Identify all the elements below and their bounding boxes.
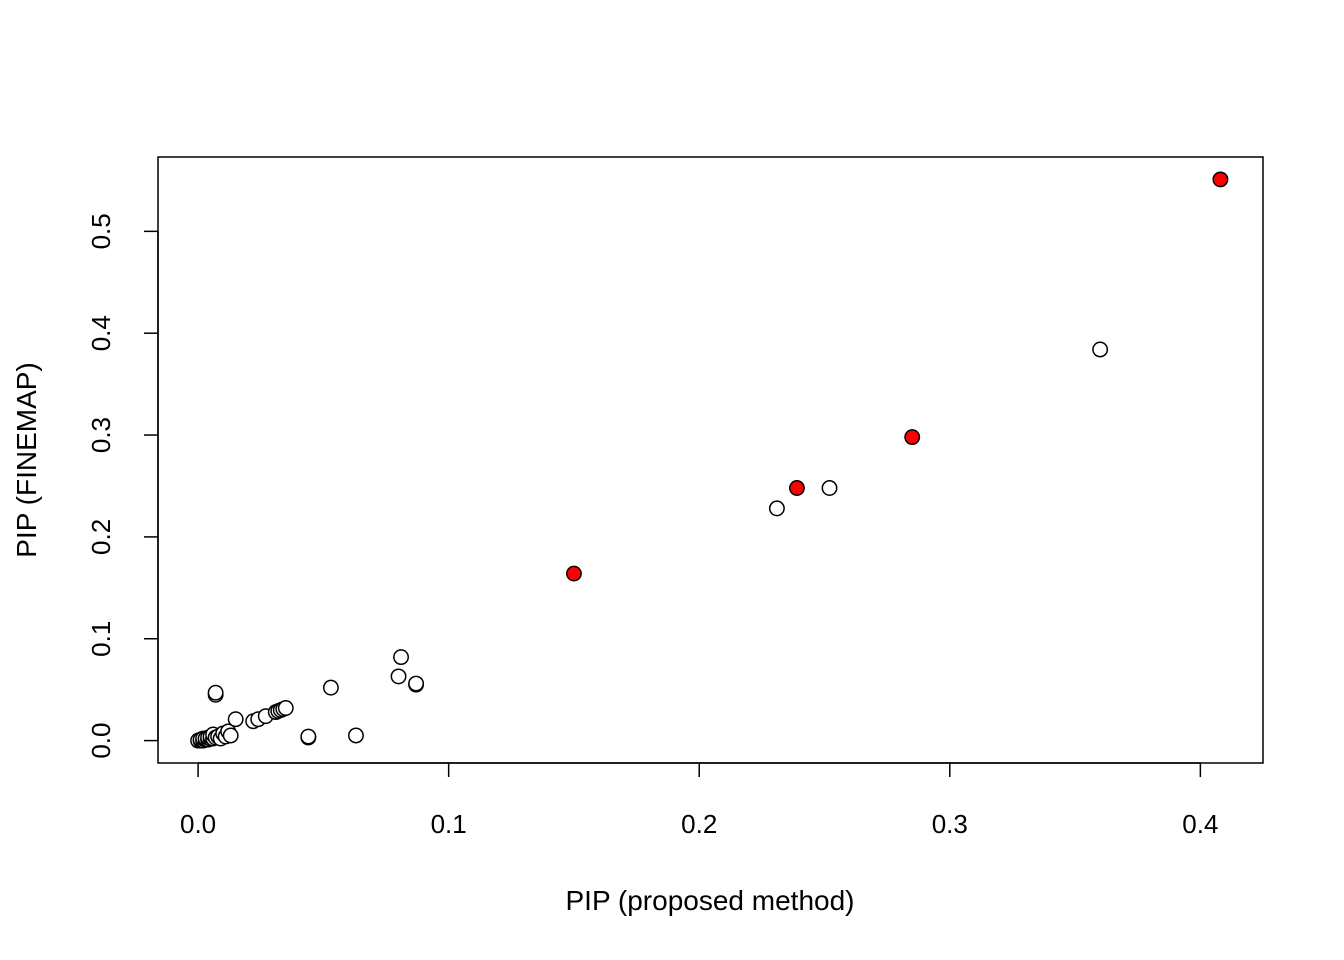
data-point <box>393 649 409 666</box>
data-point <box>277 700 294 716</box>
highlighted-point <box>1212 171 1229 188</box>
x-tick-label: 0.2 <box>681 809 717 839</box>
x-tick-label: 0.4 <box>1182 809 1218 839</box>
x-tick-label: 0.3 <box>932 809 968 839</box>
data-point <box>207 684 224 701</box>
data-point <box>1092 341 1109 358</box>
data-point <box>821 480 838 496</box>
data-point <box>227 711 244 728</box>
y-tick-label: 0.3 <box>86 417 116 453</box>
y-axis-title: PIP (FINEMAP) <box>11 362 42 558</box>
highlighted-point <box>788 480 805 496</box>
highlighted-point <box>904 429 921 446</box>
y-axis: 0.0 0.1 0.2 0.3 0.4 0.5 <box>86 213 159 759</box>
data-point <box>768 500 785 517</box>
x-axis: 0.0 0.1 0.2 0.3 0.4 <box>180 762 1218 839</box>
data-point <box>347 727 364 744</box>
y-tick-label: 0.1 <box>86 621 116 657</box>
data-point <box>408 675 425 692</box>
data-point <box>322 679 339 696</box>
data-points <box>190 171 1229 749</box>
data-point <box>222 727 239 744</box>
plot-frame <box>157 156 1264 764</box>
data-point <box>390 668 407 685</box>
y-tick-label: 0.5 <box>86 213 116 249</box>
highlighted-point <box>565 565 582 582</box>
y-tick-label: 0.2 <box>86 519 116 555</box>
x-axis-title: PIP (proposed method) <box>566 885 855 916</box>
y-tick-label: 0.4 <box>86 315 116 351</box>
x-tick-label: 0.0 <box>180 809 216 839</box>
data-point <box>300 728 317 745</box>
y-tick-label: 0.0 <box>86 723 116 759</box>
x-tick-label: 0.1 <box>431 809 467 839</box>
